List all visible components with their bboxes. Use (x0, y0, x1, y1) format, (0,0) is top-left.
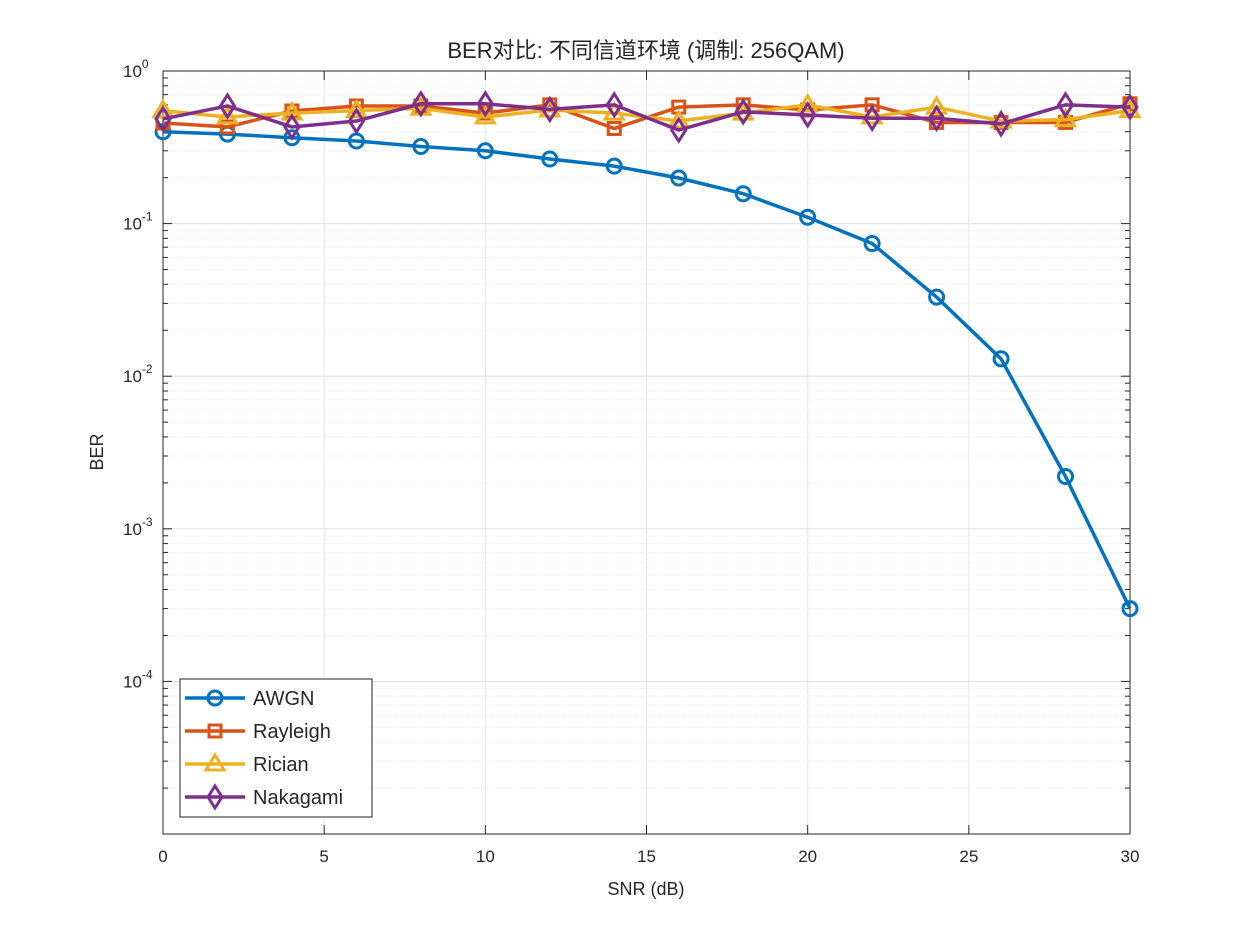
y-tick-exponent: 0 (142, 57, 149, 71)
diamond-marker (541, 95, 559, 124)
diamond-marker (669, 116, 688, 144)
x-tick-label: 30 (1121, 847, 1140, 866)
y-axis-label: BER (87, 433, 107, 470)
y-tick-label: 100 (123, 57, 149, 81)
y-tick-base: 10 (123, 367, 142, 386)
legend-label: Nakagami (253, 787, 343, 809)
y-tick-label: 10-3 (123, 515, 153, 539)
diamond-marker (605, 91, 624, 119)
triangle-marker (1053, 107, 1078, 128)
y-tick-label: 10-1 (123, 210, 153, 234)
y-tick-exponent: -1 (142, 210, 153, 224)
triangle-marker (280, 101, 304, 121)
legend-item-rayleigh: Rayleigh (185, 721, 331, 743)
triangle-marker (924, 95, 949, 115)
circle-marker (992, 350, 1010, 368)
y-tick-base: 10 (123, 215, 142, 234)
diamond-marker (476, 89, 495, 118)
legend-item-awgn: AWGN (185, 688, 314, 710)
diamond-marker (206, 783, 224, 811)
circle-marker (476, 142, 494, 160)
diamond-marker (1121, 93, 1139, 121)
chart-title: BER对比: 不同信道环境 (调制: 256QAM) (447, 38, 844, 63)
legend-label: Rician (253, 754, 309, 776)
legend-box (179, 678, 373, 818)
triangle-marker (796, 92, 820, 113)
x-tick-label: 5 (319, 847, 328, 866)
triangle-marker (151, 98, 175, 119)
legend-label: AWGN (253, 688, 314, 710)
y-tick-exponent: -4 (142, 667, 153, 681)
circle-marker (206, 689, 224, 707)
circle-marker (799, 208, 817, 226)
square-marker (207, 723, 223, 739)
square-marker (219, 119, 235, 135)
legend-label: Rayleigh (253, 721, 331, 743)
diamond-marker (1056, 91, 1075, 119)
circle-marker (734, 185, 752, 203)
square-marker (864, 97, 880, 113)
circle-marker (1121, 600, 1139, 618)
circle-marker (1057, 468, 1075, 486)
x-tick-label: 25 (959, 847, 978, 866)
circle-marker (605, 157, 623, 175)
diamond-marker (412, 89, 430, 118)
series-group (151, 89, 1142, 618)
circle-marker (928, 288, 946, 306)
circle-marker (283, 129, 301, 147)
x-tick-label: 15 (637, 847, 656, 866)
diamond-marker (283, 113, 301, 141)
y-tick-base: 10 (123, 672, 142, 691)
series-line (162, 102, 1131, 132)
x-tick-label: 0 (158, 847, 167, 866)
triangle-marker (203, 752, 227, 772)
diamond-marker (863, 104, 881, 133)
triangle-marker (667, 109, 691, 129)
triangle-marker (473, 105, 497, 125)
diamond-marker (154, 105, 172, 133)
diamond-marker (347, 107, 366, 135)
circle-marker (541, 150, 559, 168)
diamond-marker (734, 98, 752, 126)
x-tick-label: 20 (798, 847, 817, 866)
diamond-marker (218, 92, 237, 120)
series-nakagami (154, 89, 1139, 144)
y-tick-base: 10 (123, 62, 142, 81)
diamond-marker (992, 110, 1010, 138)
square-marker (606, 120, 622, 136)
y-tick-base: 10 (123, 520, 142, 539)
x-axis-label: SNR (dB) (607, 879, 684, 899)
circle-marker (863, 235, 881, 253)
y-tick-label: 10-4 (123, 667, 153, 691)
legend: AWGN Rayleigh Rician Nakagami (179, 678, 373, 818)
x-tick-label: 10 (476, 847, 495, 866)
circle-marker (670, 169, 688, 187)
circle-marker (412, 138, 430, 156)
triangle-marker (215, 105, 240, 125)
y-tick-exponent: -3 (142, 515, 153, 529)
triangle-marker (344, 98, 369, 119)
diamond-marker (927, 104, 946, 133)
y-tick-exponent: -2 (142, 362, 153, 376)
y-tick-label: 10-2 (123, 362, 153, 386)
series-line (162, 129, 1132, 610)
legend-item-nakagami: Nakagami (185, 783, 343, 811)
legend-item-rician: Rician (185, 752, 309, 776)
diamond-marker (798, 101, 817, 129)
